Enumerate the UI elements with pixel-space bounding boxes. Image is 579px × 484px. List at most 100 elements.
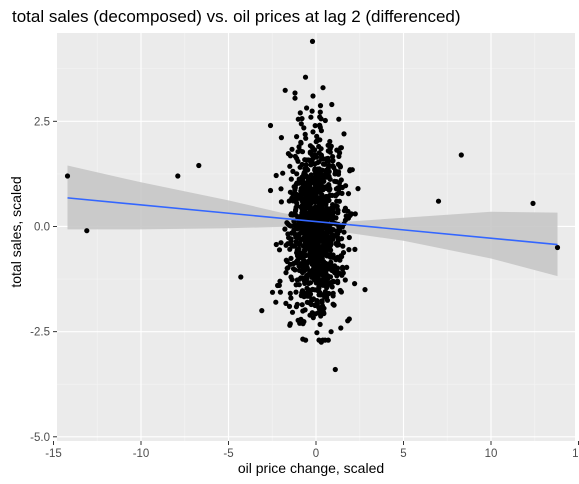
data-point [530, 200, 536, 206]
data-point [340, 270, 346, 276]
data-point [319, 154, 325, 160]
data-point [273, 172, 279, 179]
data-point [322, 289, 328, 295]
data-point [338, 289, 344, 295]
data-point [288, 212, 294, 218]
data-point [346, 234, 352, 241]
data-point [312, 311, 318, 317]
data-point [314, 133, 320, 139]
data-point [314, 287, 320, 293]
data-point [296, 144, 302, 150]
data-point [289, 146, 295, 152]
data-point [282, 87, 288, 93]
data-point [64, 173, 71, 179]
data-point [342, 217, 348, 223]
data-point [362, 287, 368, 293]
data-point [329, 101, 335, 108]
data-point [321, 178, 327, 184]
data-point [321, 236, 327, 242]
data-point [299, 161, 305, 168]
data-point [286, 303, 293, 309]
data-point [282, 226, 288, 232]
data-point [305, 289, 311, 295]
data-point [352, 246, 358, 252]
data-point [292, 187, 298, 193]
data-point [305, 202, 311, 208]
y-tick-label: -5.0 [30, 432, 50, 444]
data-point [303, 194, 309, 200]
data-point [331, 164, 337, 171]
data-point [316, 150, 322, 156]
data-point [308, 197, 314, 204]
data-point [267, 187, 274, 194]
data-point [318, 146, 324, 152]
data-point [303, 162, 309, 168]
data-point [322, 117, 328, 124]
data-point [293, 304, 299, 310]
data-point [355, 186, 361, 192]
data-point [299, 302, 305, 308]
data-point [298, 316, 304, 322]
data-point [320, 198, 326, 204]
y-tick-label: 0.0 [34, 221, 50, 233]
data-point [309, 108, 315, 114]
data-point [305, 189, 311, 195]
data-point [337, 150, 343, 156]
data-point [269, 289, 276, 295]
data-point [292, 95, 298, 101]
data-point [309, 38, 316, 45]
data-point [327, 237, 333, 244]
data-point [320, 186, 326, 192]
data-point [329, 192, 335, 198]
data-point [287, 163, 293, 169]
data-point [330, 158, 336, 164]
data-point [317, 122, 323, 128]
data-point [327, 149, 333, 155]
data-point [325, 229, 331, 235]
data-point [316, 292, 322, 298]
data-point [315, 232, 321, 238]
data-point [328, 143, 334, 149]
data-point [325, 206, 331, 212]
x-tick-label: 10 [485, 448, 498, 460]
data-point [312, 182, 319, 188]
data-point [287, 261, 293, 267]
data-point [316, 254, 322, 260]
fit-line-layer [67, 197, 558, 246]
data-point [313, 193, 319, 199]
data-point [320, 242, 326, 248]
data-point [332, 178, 338, 184]
x-tick-label: -10 [133, 448, 150, 460]
data-point [299, 269, 306, 276]
data-point [327, 176, 333, 182]
data-point [302, 173, 308, 180]
data-point [305, 235, 311, 241]
data-point [295, 158, 301, 164]
data-point [175, 173, 181, 179]
data-point [293, 222, 299, 229]
data-point [259, 308, 265, 314]
data-point [316, 304, 322, 310]
data-point [324, 261, 331, 267]
data-point [326, 162, 332, 169]
data-point [310, 129, 316, 135]
data-point [339, 254, 345, 260]
data-point [310, 225, 317, 231]
x-tick-label: 0 [313, 448, 319, 460]
data-point [315, 167, 321, 173]
data-point [304, 293, 310, 299]
data-point [288, 176, 294, 182]
data-point [308, 213, 314, 219]
data-point [338, 177, 344, 183]
data-point [323, 293, 329, 299]
data-point [304, 273, 310, 279]
data-point [326, 211, 332, 217]
data-point [298, 121, 304, 127]
data-point [299, 189, 305, 195]
data-point [335, 254, 341, 260]
x-axis-title: oil price change, scaled [238, 460, 384, 476]
y-axis: -5.0 -2.5 0.0 2.5 [30, 116, 57, 444]
data-point [280, 170, 286, 176]
data-point [294, 171, 300, 177]
data-point [321, 209, 328, 215]
